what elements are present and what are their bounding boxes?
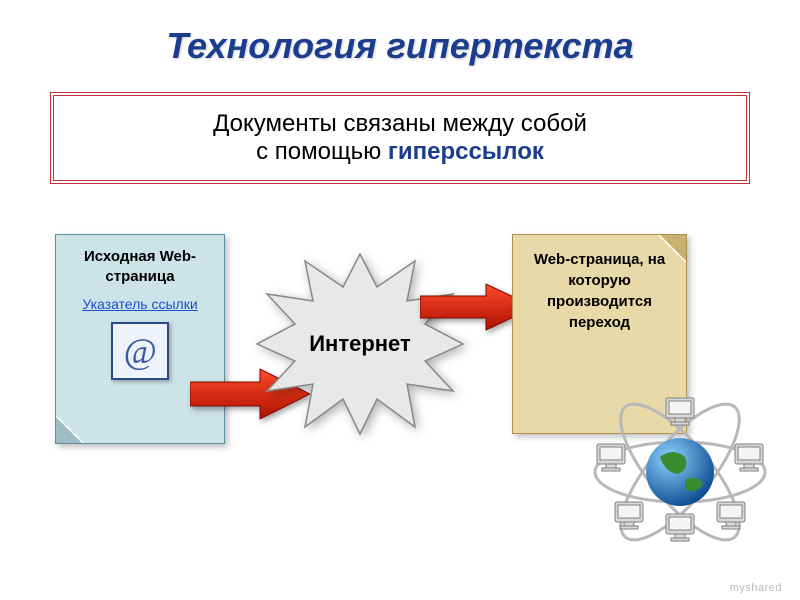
subtitle-prefix: с помощью [256,138,388,165]
at-glyph: @ [123,330,156,372]
at-sign-icon: @ [111,322,169,380]
internet-label: Интернет [255,249,465,439]
subtitle-highlight: гиперссылок [388,138,544,165]
diagram-area: Исходная Web-страница Указатель ссылки @… [0,224,800,544]
source-page-title: Исходная Web-страница [64,247,216,286]
subtitle-box: Документы связаны между собой с помощью … [50,92,750,184]
hyperlink-pointer[interactable]: Указатель ссылки [64,296,216,312]
subtitle-line1: Документы связаны между собой [64,110,736,138]
globe-network-icon [585,392,775,542]
watermark: myshared [730,582,782,594]
target-page-title: Web-страница, на которую производится пе… [523,249,676,333]
page-title: Технология гипертекста [0,0,800,67]
internet-starburst: Интернет [255,249,465,439]
subtitle-line2: с помощью гиперссылок [64,138,736,166]
